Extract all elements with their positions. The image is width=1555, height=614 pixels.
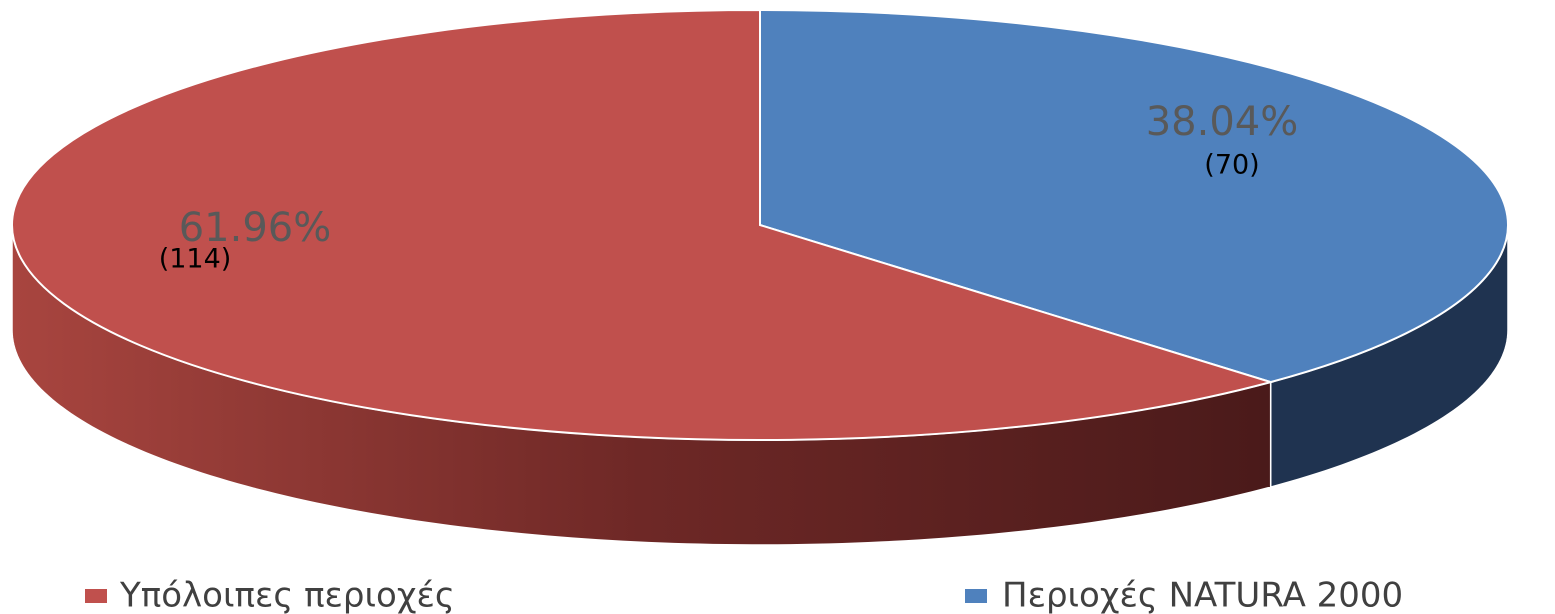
legend-label: Υπόλοιπες περιοχές	[119, 576, 455, 614]
value-label: 61.96%	[179, 205, 332, 251]
legend-swatch	[85, 589, 107, 603]
value-label: 38.04%	[1146, 99, 1299, 145]
count-label: (70)	[1204, 150, 1259, 181]
count-label: (114)	[159, 244, 232, 275]
slice	[759, 8, 1509, 384]
legend-label: Περιοχές NATURA 2000	[1002, 576, 1403, 614]
slice	[11, 8, 1275, 441]
legend-swatch	[965, 589, 987, 603]
